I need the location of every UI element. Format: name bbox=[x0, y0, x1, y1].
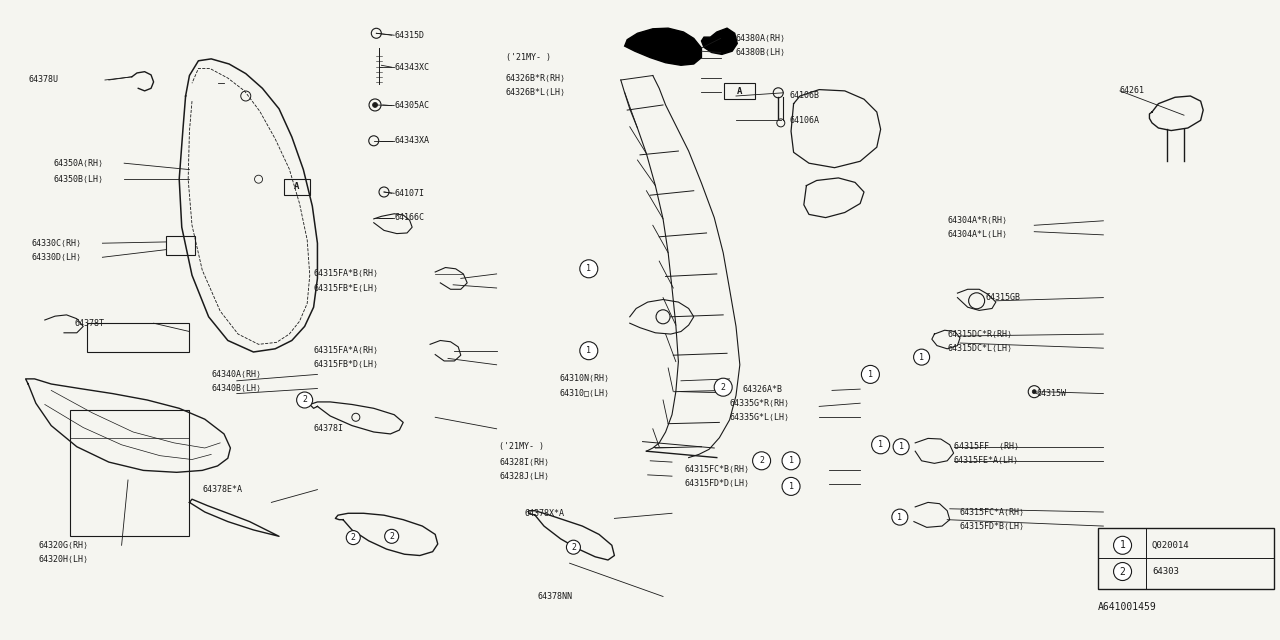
Text: 1: 1 bbox=[586, 264, 591, 273]
Text: 2: 2 bbox=[389, 532, 394, 541]
Text: 64315FD*D⟨LH⟩: 64315FD*D⟨LH⟩ bbox=[685, 479, 750, 488]
Text: 64335G*L⟨LH⟩: 64335G*L⟨LH⟩ bbox=[730, 413, 790, 422]
Text: 64315FF  ⟨RH⟩: 64315FF ⟨RH⟩ bbox=[954, 442, 1019, 451]
Text: 1: 1 bbox=[788, 456, 794, 465]
Circle shape bbox=[892, 509, 908, 525]
Text: 1: 1 bbox=[899, 442, 904, 451]
Text: 64166C: 64166C bbox=[394, 213, 424, 222]
Text: 64106A: 64106A bbox=[790, 116, 819, 125]
Text: 64350A⟨RH⟩: 64350A⟨RH⟩ bbox=[54, 159, 104, 168]
Text: 64330C⟨RH⟩: 64330C⟨RH⟩ bbox=[32, 239, 82, 248]
Text: 64326B*L⟨LH⟩: 64326B*L⟨LH⟩ bbox=[506, 88, 566, 97]
Circle shape bbox=[914, 349, 929, 365]
Text: 64315W: 64315W bbox=[1037, 389, 1066, 398]
Text: Q020014: Q020014 bbox=[1152, 541, 1189, 550]
Text: 64315FC*B⟨RH⟩: 64315FC*B⟨RH⟩ bbox=[685, 465, 750, 474]
Text: 64261: 64261 bbox=[1120, 86, 1146, 95]
Text: 64315DC*L⟨LH⟩: 64315DC*L⟨LH⟩ bbox=[947, 344, 1012, 353]
Text: 64326B*R⟨RH⟩: 64326B*R⟨RH⟩ bbox=[506, 74, 566, 83]
Text: 64378E*A: 64378E*A bbox=[202, 485, 242, 494]
Text: 64315DC*R⟨RH⟩: 64315DC*R⟨RH⟩ bbox=[947, 330, 1012, 339]
Text: 64328I⟨RH⟩: 64328I⟨RH⟩ bbox=[499, 458, 549, 467]
Text: 1: 1 bbox=[586, 346, 591, 355]
Circle shape bbox=[753, 452, 771, 470]
Text: 64380A⟨RH⟩: 64380A⟨RH⟩ bbox=[736, 34, 786, 43]
Text: 64340A⟨RH⟩: 64340A⟨RH⟩ bbox=[211, 370, 261, 379]
Text: 64378I: 64378I bbox=[314, 424, 343, 433]
Text: 64320H⟨LH⟩: 64320H⟨LH⟩ bbox=[38, 555, 88, 564]
Text: 64330D⟨LH⟩: 64330D⟨LH⟩ bbox=[32, 253, 82, 262]
Text: 64315FC*A⟨RH⟩: 64315FC*A⟨RH⟩ bbox=[960, 508, 1025, 516]
Text: 64304A*L⟨LH⟩: 64304A*L⟨LH⟩ bbox=[947, 230, 1007, 239]
Text: 64378U: 64378U bbox=[28, 76, 58, 84]
Circle shape bbox=[861, 365, 879, 383]
Text: 64305AC: 64305AC bbox=[394, 101, 429, 110]
Text: ('21MY- ): ('21MY- ) bbox=[506, 53, 550, 62]
Circle shape bbox=[872, 436, 890, 454]
Text: 64315FD*B⟨LH⟩: 64315FD*B⟨LH⟩ bbox=[960, 522, 1025, 531]
Circle shape bbox=[1114, 536, 1132, 554]
Circle shape bbox=[580, 260, 598, 278]
Text: 2: 2 bbox=[721, 383, 726, 392]
Circle shape bbox=[297, 392, 312, 408]
Text: 1: 1 bbox=[868, 370, 873, 379]
Text: 64315FB*D⟨LH⟩: 64315FB*D⟨LH⟩ bbox=[314, 360, 379, 369]
Text: 2: 2 bbox=[759, 456, 764, 465]
Text: 2: 2 bbox=[302, 396, 307, 404]
Text: 64326A*B: 64326A*B bbox=[742, 385, 782, 394]
Text: 1: 1 bbox=[897, 513, 902, 522]
Text: A: A bbox=[294, 182, 300, 191]
Text: 2: 2 bbox=[351, 533, 356, 542]
Text: 64343XC: 64343XC bbox=[394, 63, 429, 72]
Text: 2: 2 bbox=[571, 543, 576, 552]
Text: 64315D: 64315D bbox=[394, 31, 424, 40]
Circle shape bbox=[1114, 563, 1132, 580]
Circle shape bbox=[372, 102, 378, 108]
Text: A: A bbox=[737, 87, 742, 96]
Text: 64315FE*A⟨LH⟩: 64315FE*A⟨LH⟩ bbox=[954, 456, 1019, 465]
Circle shape bbox=[1032, 390, 1037, 394]
Text: 1: 1 bbox=[878, 440, 883, 449]
Text: 64315FB*E⟨LH⟩: 64315FB*E⟨LH⟩ bbox=[314, 284, 379, 292]
Circle shape bbox=[714, 378, 732, 396]
Text: 64304A*R⟨RH⟩: 64304A*R⟨RH⟩ bbox=[947, 216, 1007, 225]
Text: 64315GB: 64315GB bbox=[986, 293, 1020, 302]
Text: 64378NN: 64378NN bbox=[538, 592, 572, 601]
Circle shape bbox=[385, 529, 398, 543]
Text: 64340B⟨LH⟩: 64340B⟨LH⟩ bbox=[211, 384, 261, 393]
Text: 64107I: 64107I bbox=[394, 189, 424, 198]
Text: 2: 2 bbox=[1120, 566, 1125, 577]
Text: 64310□⟨LH⟩: 64310□⟨LH⟩ bbox=[559, 388, 609, 397]
Text: 64315FA*A⟨RH⟩: 64315FA*A⟨RH⟩ bbox=[314, 346, 379, 355]
Polygon shape bbox=[625, 28, 701, 65]
Text: 64315FA*B⟨RH⟩: 64315FA*B⟨RH⟩ bbox=[314, 269, 379, 278]
Text: 64343XA: 64343XA bbox=[394, 136, 429, 145]
Text: 64380B⟨LH⟩: 64380B⟨LH⟩ bbox=[736, 48, 786, 57]
Text: 64320G⟨RH⟩: 64320G⟨RH⟩ bbox=[38, 541, 88, 550]
Text: 1: 1 bbox=[919, 353, 924, 362]
Text: 64378T: 64378T bbox=[74, 319, 104, 328]
Circle shape bbox=[782, 452, 800, 470]
Text: 64310N⟨RH⟩: 64310N⟨RH⟩ bbox=[559, 374, 609, 383]
Circle shape bbox=[580, 342, 598, 360]
Text: 1: 1 bbox=[1120, 540, 1125, 550]
Circle shape bbox=[567, 540, 580, 554]
Text: A641001459: A641001459 bbox=[1098, 602, 1157, 612]
Text: 64303: 64303 bbox=[1152, 567, 1179, 576]
Circle shape bbox=[893, 439, 909, 454]
Polygon shape bbox=[701, 28, 737, 54]
Circle shape bbox=[782, 477, 800, 495]
Text: 64328J⟨LH⟩: 64328J⟨LH⟩ bbox=[499, 472, 549, 481]
Text: 64350B⟨LH⟩: 64350B⟨LH⟩ bbox=[54, 175, 104, 184]
Text: 64335G*R⟨RH⟩: 64335G*R⟨RH⟩ bbox=[730, 399, 790, 408]
Circle shape bbox=[347, 531, 360, 545]
Text: 64378X*A: 64378X*A bbox=[525, 509, 564, 518]
Text: 1: 1 bbox=[788, 482, 794, 491]
Text: ('21MY- ): ('21MY- ) bbox=[499, 442, 544, 451]
Text: 64106B: 64106B bbox=[790, 92, 819, 100]
